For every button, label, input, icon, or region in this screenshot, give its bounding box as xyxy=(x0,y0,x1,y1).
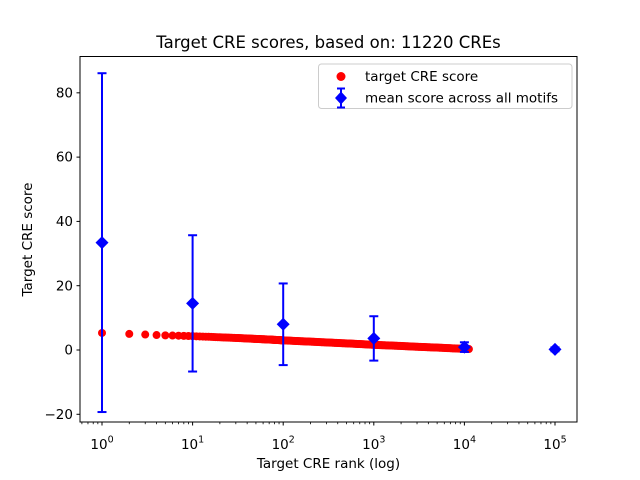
chart-title: Target CRE scores, based on: 11220 CREs xyxy=(155,33,501,52)
x-tick-label: 104 xyxy=(453,435,476,454)
y-tick-label: 80 xyxy=(56,85,73,101)
x-tick-label: 105 xyxy=(543,435,566,454)
axis-ticks: −20 0 20 40 60 80 100 101 102 103 104 105 xyxy=(45,85,567,453)
blue-diamond-errorbar-marker-icon xyxy=(335,87,347,109)
legend-label-target-cre-score: target CRE score xyxy=(365,69,478,85)
plot-border xyxy=(79,56,578,423)
y-tick-label: 0 xyxy=(64,343,73,359)
target-cre-score-series xyxy=(98,328,473,354)
y-tick-label: 20 xyxy=(56,278,73,294)
x-tick-label: 102 xyxy=(272,435,295,454)
mean-score-errorbar-series xyxy=(95,72,562,414)
legend-label-mean-score: mean score across all motifs xyxy=(365,91,558,107)
x-tick-label: 100 xyxy=(90,435,113,454)
x-tick-label: 103 xyxy=(362,435,385,454)
x-tick-label: 101 xyxy=(181,435,204,454)
y-tick-label: −20 xyxy=(45,407,74,423)
red-circle-marker-icon xyxy=(336,72,346,81)
legend: target CRE score mean score across all m… xyxy=(318,63,573,109)
y-axis-label: Target CRE score xyxy=(20,183,36,298)
y-tick-label: 60 xyxy=(56,150,73,166)
y-tick-label: 40 xyxy=(56,214,73,230)
legend-box xyxy=(318,63,573,109)
x-axis-label: Target CRE rank (log) xyxy=(256,456,400,472)
